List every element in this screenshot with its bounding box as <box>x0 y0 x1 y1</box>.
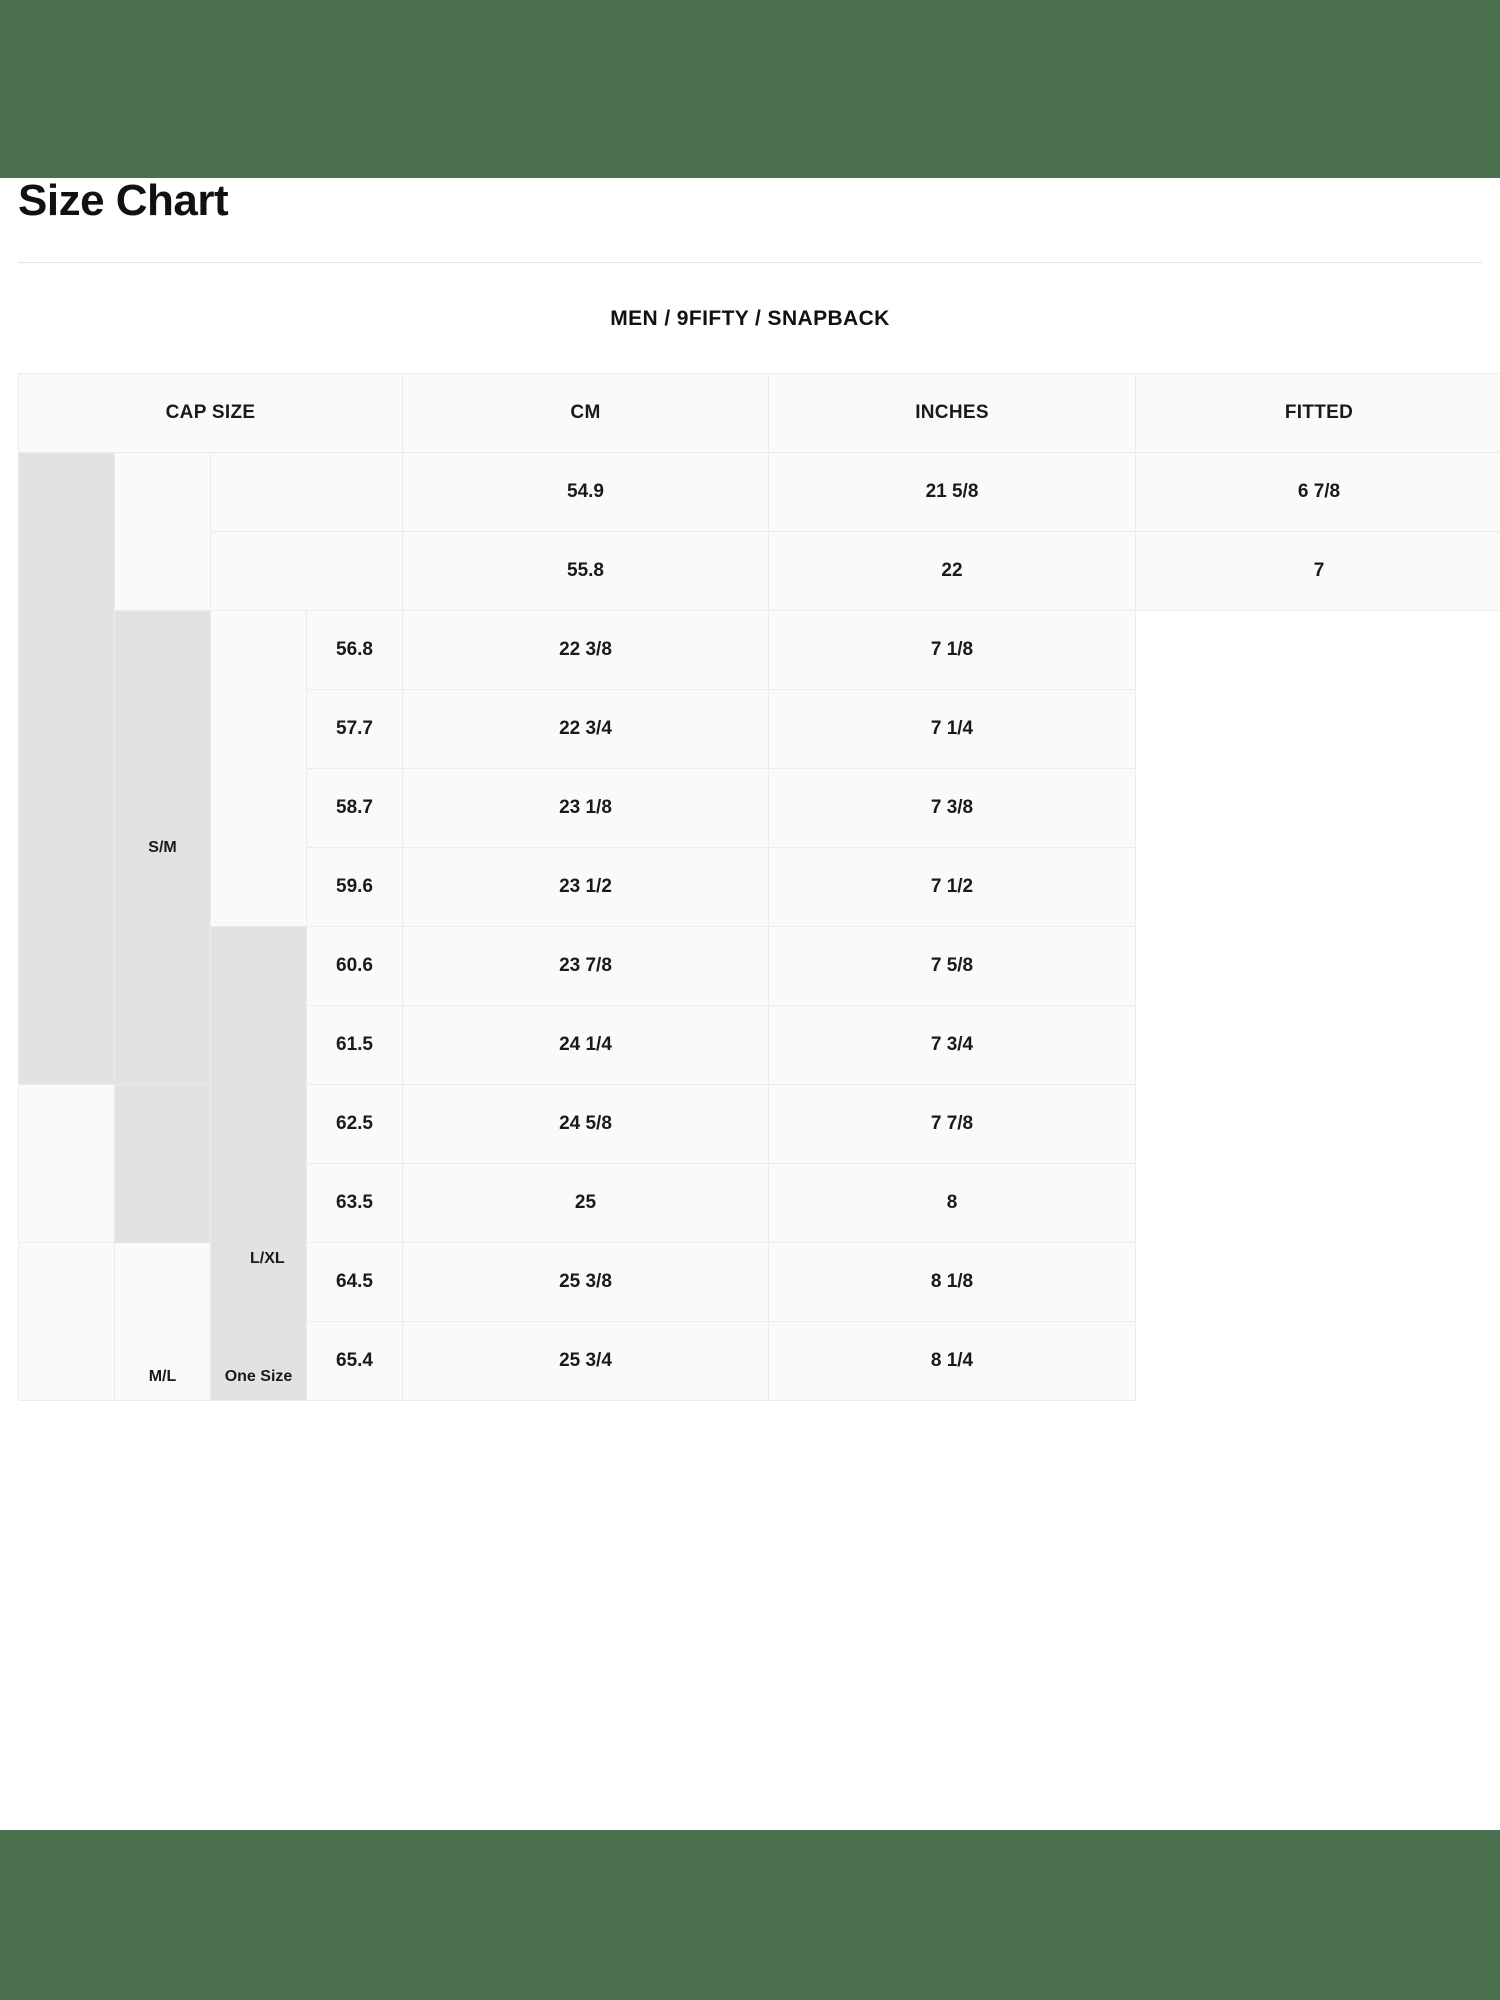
cell-inches: 23 7/8 <box>402 926 769 1007</box>
cell-fitted: 7 1/4 <box>768 689 1136 770</box>
size-chart-table: CAP SIZE CM INCHES FITTED 54.9 21 5/8 6 … <box>18 373 1500 1402</box>
table-row: One Size 60.6 23 7/8 7 5/8 <box>19 926 1500 1402</box>
table-row: 55.8 22 7 <box>19 531 1500 612</box>
title-divider <box>18 262 1482 264</box>
cell-fitted: 7 <box>1135 531 1500 612</box>
cell-inches: 25 3/8 <box>402 1242 769 1323</box>
cell-cm: 54.9 <box>402 452 769 533</box>
cell-cm: 55.8 <box>402 531 769 612</box>
bottom-green-band <box>0 1830 1500 2000</box>
cell-fitted: 7 1/8 <box>768 610 1136 691</box>
cell-cm: 60.6 <box>306 926 403 1007</box>
table-row: 54.9 21 5/8 6 7/8 <box>18 452 1500 1086</box>
cell-fitted: 6 7/8 <box>1135 452 1500 533</box>
cap-size-col12-blank-c <box>18 1242 211 1402</box>
table-row: 57.7 22 3/4 7 1/4 <box>19 689 1500 770</box>
cap-size-col2-blank-top <box>114 452 211 612</box>
cap-size-col34-blank-r2 <box>210 531 403 612</box>
cell-inches: 24 1/4 <box>402 1005 769 1086</box>
cell-fitted: 8 <box>768 1163 1136 1244</box>
cell-inches: 25 3/4 <box>402 1321 769 1402</box>
table-row: 58.7 23 1/8 7 3/8 <box>19 768 1500 849</box>
cell-cm: 61.5 <box>306 1005 403 1086</box>
cell-inches: 22 3/8 <box>402 610 769 691</box>
column-header-inches: INCHES <box>768 373 1136 454</box>
table-row: 59.6 23 1/2 7 1/2 <box>19 847 1500 928</box>
table-row: S/M 56.8 22 3/8 7 1/8 <box>19 610 1500 1086</box>
cell-inches: 23 1/8 <box>402 768 769 849</box>
cap-size-col1-shade <box>18 452 115 1086</box>
cell-fitted: 7 1/2 <box>768 847 1136 928</box>
page-title: Size Chart <box>18 176 229 225</box>
cell-fitted: 7 7/8 <box>768 1084 1136 1165</box>
cell-inches: 21 5/8 <box>768 452 1136 533</box>
cell-cm: 59.6 <box>306 847 403 928</box>
cell-fitted: 7 3/8 <box>768 768 1136 849</box>
cell-inches: 23 1/2 <box>402 847 769 928</box>
top-green-band <box>0 0 1500 178</box>
cell-cm: 56.8 <box>306 610 403 691</box>
cap-size-col34-blank-r1 <box>210 452 403 533</box>
column-header-cm: CM <box>402 373 769 454</box>
cell-inches: 22 3/4 <box>402 689 769 770</box>
table-header-row: CAP SIZE CM INCHES FITTED <box>18 373 1500 454</box>
cell-cm: 63.5 <box>306 1163 403 1244</box>
cell-fitted: 8 1/4 <box>768 1321 1136 1402</box>
column-header-cap-size: CAP SIZE <box>18 373 403 454</box>
cap-size-label-sm: S/M <box>114 610 211 1086</box>
cap-size-label-onesize: One Size <box>210 926 307 1402</box>
table-row: 65.4 25 3/4 8 1/4 <box>19 1321 1500 1402</box>
cell-fitted: 7 5/8 <box>768 926 1136 1007</box>
table-row: 64.5 25 3/8 8 1/8 <box>18 1242 1500 1402</box>
cell-cm: 65.4 <box>306 1321 403 1402</box>
cell-cm: 57.7 <box>306 689 403 770</box>
table-row: 63.5 25 8 <box>19 1163 1500 1244</box>
cell-inches: 22 <box>768 531 1136 612</box>
cell-cm: 62.5 <box>306 1084 403 1165</box>
cap-size-col3-blank-a <box>210 610 307 928</box>
cell-cm: 64.5 <box>306 1242 403 1323</box>
cell-cm: 58.7 <box>306 768 403 849</box>
column-header-fitted: FITTED <box>1135 373 1500 454</box>
chart-subtitle: MEN / 9FIFTY / SNAPBACK <box>610 307 890 331</box>
cell-fitted: 7 3/4 <box>768 1005 1136 1086</box>
size-chart-content: Size Chart MEN / 9FIFTY / SNAPBACK CAP S… <box>18 176 1500 1402</box>
cell-fitted: 8 1/8 <box>768 1242 1136 1323</box>
cell-inches: 24 5/8 <box>402 1084 769 1165</box>
cap-size-label-lxl-overlay: L/XL <box>250 1250 285 1267</box>
table-row: 61.5 24 1/4 7 3/4 <box>19 1005 1500 1086</box>
cap-size-col1-blank-b <box>18 1084 115 1244</box>
cell-inches: 25 <box>402 1163 769 1244</box>
